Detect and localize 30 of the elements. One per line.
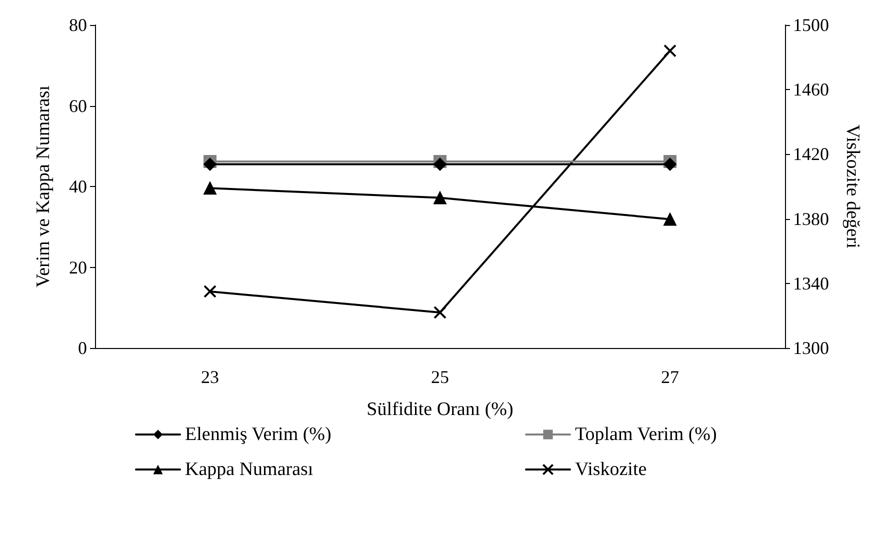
- y-tick-label: 0: [78, 338, 87, 358]
- y-tick-label: 40: [69, 176, 87, 196]
- point: [204, 158, 216, 171]
- y-tick-label: 60: [69, 96, 87, 116]
- point: [204, 284, 216, 298]
- y2-tick-label: 1340: [793, 273, 829, 294]
- y-tick-label: 20: [69, 257, 87, 278]
- y2-tick-label: 1420: [793, 144, 829, 164]
- y-tick-label: 80: [69, 15, 87, 35]
- point: [434, 306, 446, 319]
- legend-label: Elenmiş Verim (%): [185, 424, 332, 445]
- point: [434, 191, 446, 204]
- y2-tick-label: 1500: [793, 15, 829, 35]
- x-tick-label: 23: [201, 367, 219, 387]
- legend-label: Viskozite: [575, 459, 647, 480]
- y-axis-title: Verim ve Kappa Numarası: [33, 85, 54, 288]
- legend-label: Toplam Verim (%): [575, 424, 717, 445]
- point: [664, 212, 676, 226]
- point: [664, 44, 676, 58]
- legend-label: Kappa Numarası: [185, 459, 314, 480]
- y2-tick-label: 1460: [793, 80, 829, 100]
- point: [434, 158, 446, 171]
- y2-tick-label: 1380: [793, 208, 829, 229]
- point: [204, 182, 216, 195]
- point: [664, 158, 676, 171]
- y2-tick-label: 1300: [793, 338, 829, 358]
- y2-axis-title: Viskozite değeri: [842, 124, 863, 248]
- x-axis-title: Sülfidite Oranı (%): [366, 399, 514, 420]
- x-tick-label: 25: [431, 367, 449, 387]
- x-tick-label: 27: [661, 367, 679, 387]
